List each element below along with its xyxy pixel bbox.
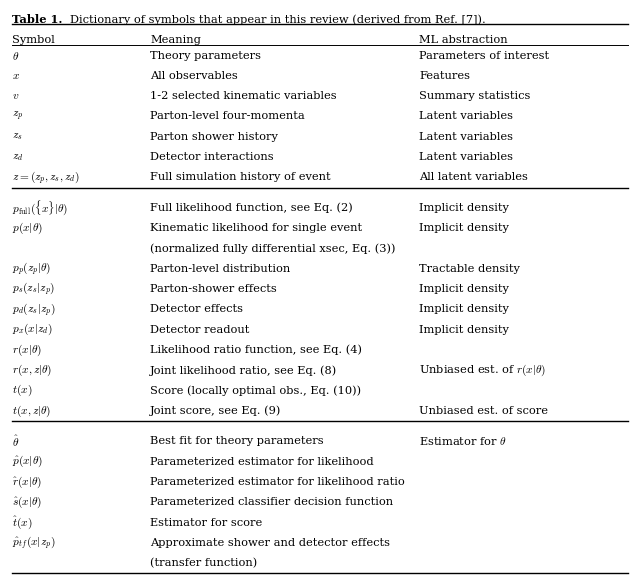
Text: $p_s(z_s|z_p)$: $p_s(z_s|z_p)$ [12, 281, 55, 297]
Text: Parameterized estimator for likelihood ratio: Parameterized estimator for likelihood r… [150, 477, 405, 487]
Text: $\hat{p}(x|\theta)$: $\hat{p}(x|\theta)$ [12, 454, 42, 469]
Text: $\theta$: $\theta$ [12, 49, 19, 62]
Text: Joint likelihood ratio, see Eq. (8): Joint likelihood ratio, see Eq. (8) [150, 365, 338, 375]
Text: $\hat{t}(x)$: $\hat{t}(x)$ [12, 514, 32, 531]
Text: Latent variables: Latent variables [419, 152, 513, 162]
Text: Detector effects: Detector effects [150, 304, 243, 314]
Text: All latent variables: All latent variables [419, 172, 528, 182]
Text: Full likelihood function, see Eq. (2): Full likelihood function, see Eq. (2) [150, 203, 353, 213]
Text: Estimator for $\theta$: Estimator for $\theta$ [419, 435, 507, 448]
Text: Implicit density: Implicit density [419, 203, 509, 213]
Text: Features: Features [419, 71, 470, 81]
Text: Estimator for score: Estimator for score [150, 517, 262, 527]
Text: Parton-level distribution: Parton-level distribution [150, 264, 291, 274]
Text: Parameters of interest: Parameters of interest [419, 51, 549, 61]
Text: Parton-level four-momenta: Parton-level four-momenta [150, 112, 305, 122]
Text: Detector interactions: Detector interactions [150, 152, 274, 162]
Text: All observables: All observables [150, 71, 238, 81]
Text: Summary statistics: Summary statistics [419, 91, 531, 101]
Text: Latent variables: Latent variables [419, 132, 513, 142]
Text: $t(x)$: $t(x)$ [12, 383, 32, 398]
Text: $t(x, z|\theta)$: $t(x, z|\theta)$ [12, 403, 51, 418]
Text: Implicit density: Implicit density [419, 325, 509, 335]
Text: Meaning: Meaning [150, 35, 201, 45]
Text: $\hat{p}_{tf}(x|z_p)$: $\hat{p}_{tf}(x|z_p)$ [12, 534, 55, 551]
Text: Kinematic likelihood for single event: Kinematic likelihood for single event [150, 223, 362, 233]
Text: $p_\mathrm{full}(\{x\}|\theta)$: $p_\mathrm{full}(\{x\}|\theta)$ [12, 198, 68, 217]
Text: Symbol: Symbol [12, 35, 54, 45]
Text: Table 1.: Table 1. [12, 14, 62, 25]
Text: Joint score, see Eq. (9): Joint score, see Eq. (9) [150, 406, 282, 416]
Text: Unbiased est. of $r(x|\theta)$: Unbiased est. of $r(x|\theta)$ [419, 363, 546, 378]
Text: Approximate shower and detector effects: Approximate shower and detector effects [150, 538, 390, 548]
Text: Parton shower history: Parton shower history [150, 132, 278, 142]
Text: Parameterized classifier decision function: Parameterized classifier decision functi… [150, 497, 394, 507]
Text: Parameterized estimator for likelihood: Parameterized estimator for likelihood [150, 457, 374, 467]
Text: Detector readout: Detector readout [150, 325, 250, 335]
Text: Parton-shower effects: Parton-shower effects [150, 284, 277, 294]
Text: (normalized fully differential xsec, Eq. (3)): (normalized fully differential xsec, Eq.… [150, 243, 396, 254]
Text: ML abstraction: ML abstraction [419, 35, 508, 45]
Text: (transfer function): (transfer function) [150, 558, 258, 568]
Text: $\hat{\theta}$: $\hat{\theta}$ [12, 434, 19, 449]
Text: $x$: $x$ [12, 71, 19, 81]
Text: Theory parameters: Theory parameters [150, 51, 261, 61]
Text: Best fit for theory parameters: Best fit for theory parameters [150, 436, 324, 446]
Text: $v$: $v$ [12, 91, 19, 101]
Text: Latent variables: Latent variables [419, 112, 513, 122]
Text: Dictionary of symbols that appear in this review (derived from Ref. [7]).: Dictionary of symbols that appear in thi… [70, 14, 486, 24]
Text: Score (locally optimal obs., Eq. (10)): Score (locally optimal obs., Eq. (10)) [150, 385, 362, 396]
Text: Unbiased est. of score: Unbiased est. of score [419, 406, 548, 416]
Text: $r(x, z|\theta)$: $r(x, z|\theta)$ [12, 363, 52, 378]
Text: $z_s$: $z_s$ [12, 132, 22, 142]
Text: $p_d(z_s|z_p)$: $p_d(z_s|z_p)$ [12, 301, 55, 318]
Text: $r(x|\theta)$: $r(x|\theta)$ [12, 342, 42, 357]
Text: Implicit density: Implicit density [419, 284, 509, 294]
Text: $z = (z_p, z_s, z_d)$: $z = (z_p, z_s, z_d)$ [12, 169, 79, 186]
Text: $p_x(x|z_d)$: $p_x(x|z_d)$ [12, 322, 52, 338]
Text: 1-2 selected kinematic variables: 1-2 selected kinematic variables [150, 91, 337, 101]
Text: $p(x|\theta)$: $p(x|\theta)$ [12, 221, 42, 236]
Text: $p_p(z_p|\theta)$: $p_p(z_p|\theta)$ [12, 260, 51, 277]
Text: $\hat{s}(x|\theta)$: $\hat{s}(x|\theta)$ [12, 495, 42, 510]
Text: Implicit density: Implicit density [419, 223, 509, 233]
Text: Implicit density: Implicit density [419, 304, 509, 314]
Text: Full simulation history of event: Full simulation history of event [150, 172, 331, 182]
Text: $\hat{r}(x|\theta)$: $\hat{r}(x|\theta)$ [12, 474, 42, 489]
Text: Likelihood ratio function, see Eq. (4): Likelihood ratio function, see Eq. (4) [150, 345, 362, 355]
Text: $z_d$: $z_d$ [12, 151, 23, 162]
Text: $z_p$: $z_p$ [12, 109, 23, 123]
Text: Tractable density: Tractable density [419, 264, 520, 274]
